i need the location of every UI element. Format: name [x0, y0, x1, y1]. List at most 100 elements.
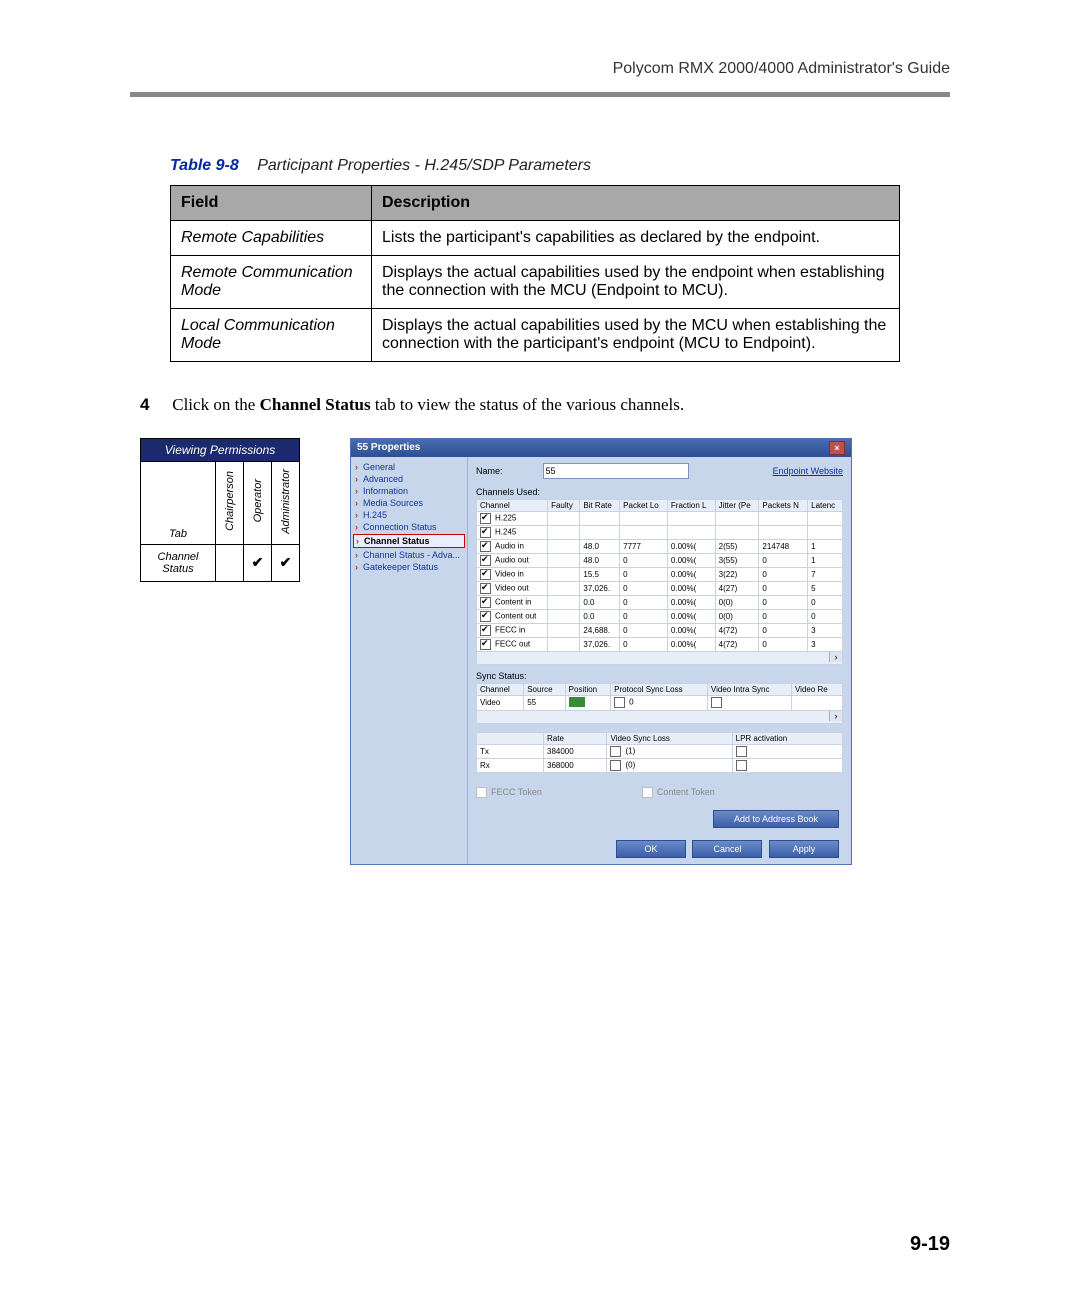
scroll-right-icon[interactable]: › — [829, 711, 842, 721]
checkbox-icon[interactable] — [480, 555, 491, 566]
perm-row-label: Channel Status — [141, 544, 216, 581]
cell-field: Remote Communication Mode — [171, 256, 372, 309]
perm-col: Administrator — [272, 461, 300, 544]
ch-row: Video out37,026.00.00%(4(27)05 — [477, 581, 843, 595]
cancel-button[interactable]: Cancel — [692, 840, 762, 858]
sync-row: Video 55 0 — [477, 695, 843, 710]
channels-used-label: Channels Used: — [476, 487, 843, 497]
txrx-table: Rate Video Sync Loss LPR activation Tx 3… — [476, 732, 843, 773]
position-icon — [569, 697, 585, 707]
add-address-book-button[interactable]: Add to Address Book — [713, 810, 839, 828]
nav-item-selected[interactable]: Channel Status — [353, 534, 465, 548]
nav-item[interactable]: Gatekeeper Status — [353, 561, 465, 573]
cell-desc: Lists the participant's capabilities as … — [372, 221, 900, 256]
checkbox-icon — [711, 697, 722, 708]
checkbox-icon[interactable] — [480, 527, 491, 538]
sync-th: Video Intra Sync — [707, 683, 791, 695]
cell-desc: Displays the actual capabilities used by… — [372, 256, 900, 309]
perm-tab-header: Tab — [141, 461, 216, 544]
ch-th: Fraction L — [667, 499, 715, 511]
perm-check — [216, 544, 244, 581]
ok-button[interactable]: OK — [616, 840, 686, 858]
ch-row: H.245 — [477, 525, 843, 539]
txrx-th — [477, 732, 544, 744]
scrollbar[interactable]: › — [476, 711, 843, 724]
checkbox-icon — [610, 760, 621, 771]
ch-th: Packet Lo — [620, 499, 668, 511]
ch-row: Audio in48.077770.00%(2(55)2147481 — [477, 539, 843, 553]
table-row: Remote Capabilities Lists the participan… — [171, 221, 900, 256]
ch-row: Content in0.000.00%(0(0)00 — [477, 595, 843, 609]
scrollbar[interactable]: › — [476, 652, 843, 665]
cell-field: Remote Capabilities — [171, 221, 372, 256]
txrx-row: Tx 384000 (1) — [477, 744, 843, 758]
step-text: 4 Click on the Channel Status tab to vie… — [140, 392, 950, 418]
perm-col: Chairperson — [216, 461, 244, 544]
ch-th: Jitter (Pe — [715, 499, 759, 511]
ch-row: Audio out48.000.00%(3(55)01 — [477, 553, 843, 567]
header-guide: Polycom RMX 2000/4000 Administrator's Gu… — [130, 60, 950, 78]
checkbox-icon[interactable] — [480, 569, 491, 580]
nav-item[interactable]: Information — [353, 485, 465, 497]
step-number: 4 — [140, 392, 168, 418]
endpoint-link[interactable]: Endpoint Website — [773, 466, 843, 476]
ch-row: Content out0.000.00%(0(0)00 — [477, 609, 843, 623]
sync-th: Channel — [477, 683, 524, 695]
close-icon[interactable]: × — [829, 441, 845, 455]
button-row: OK Cancel Apply — [476, 840, 843, 858]
token-row: FECC Token Content Token — [476, 787, 843, 798]
perm-col: Operator — [244, 461, 272, 544]
header-rule — [130, 92, 950, 97]
sync-table: Channel Source Position Protocol Sync Lo… — [476, 683, 843, 711]
txrx-row: Rx 368000 (0) — [477, 758, 843, 772]
checkbox-icon[interactable] — [480, 597, 491, 608]
nav-item[interactable]: Advanced — [353, 473, 465, 485]
nav-item[interactable]: General — [353, 461, 465, 473]
button-row: Add to Address Book — [476, 810, 843, 828]
checkbox-icon — [476, 787, 487, 798]
nav-item[interactable]: Media Sources — [353, 497, 465, 509]
nav-item[interactable]: Channel Status - Adva... — [353, 549, 465, 561]
step-pre: Click on the — [172, 395, 259, 414]
name-label: Name: — [476, 466, 503, 476]
checkbox-icon[interactable] — [480, 611, 491, 622]
checkbox-icon — [610, 746, 621, 757]
sync-status-label: Sync Status: — [476, 671, 843, 681]
perm-check: ✔ — [244, 544, 272, 581]
table-row: Remote Communication Mode Displays the a… — [171, 256, 900, 309]
channels-table: Channel Faulty Bit Rate Packet Lo Fracti… — [476, 499, 843, 652]
dialog-nav: General Advanced Information Media Sourc… — [351, 457, 468, 864]
properties-dialog: 55 Properties × General Advanced Informa… — [350, 438, 852, 865]
checkbox-icon — [736, 760, 747, 771]
checkbox-icon[interactable] — [480, 541, 491, 552]
dialog-titlebar: 55 Properties × — [351, 439, 851, 457]
sync-th: Position — [565, 683, 610, 695]
sync-th: Protocol Sync Loss — [611, 683, 708, 695]
page-number: 9-19 — [910, 1233, 950, 1256]
nav-item[interactable]: Connection Status — [353, 521, 465, 533]
checkbox-icon — [736, 746, 747, 757]
dialog-title: 55 Properties — [357, 442, 420, 453]
cell-desc: Displays the actual capabilities used by… — [372, 309, 900, 362]
table-caption: Table 9-8 Participant Properties - H.245… — [170, 157, 950, 175]
checkbox-icon[interactable] — [480, 513, 491, 524]
scroll-right-icon[interactable]: › — [829, 652, 842, 662]
ch-th: Packets N — [759, 499, 808, 511]
name-input[interactable] — [543, 463, 689, 479]
checkbox-icon[interactable] — [480, 639, 491, 650]
checkbox-icon — [614, 697, 625, 708]
checkbox-icon[interactable] — [480, 625, 491, 636]
step-post: tab to view the status of the various ch… — [371, 395, 684, 414]
checkbox-icon[interactable] — [480, 583, 491, 594]
permissions-table: Viewing Permissions Tab Chairperson Oper… — [140, 438, 300, 582]
txrx-th: Rate — [544, 732, 607, 744]
table-label: Table 9-8 — [170, 157, 239, 174]
ch-th: Bit Rate — [580, 499, 620, 511]
th-desc: Description — [372, 186, 900, 221]
apply-button[interactable]: Apply — [769, 840, 839, 858]
nav-item[interactable]: H.245 — [353, 509, 465, 521]
ch-th: Channel — [477, 499, 548, 511]
sync-th: Source — [524, 683, 565, 695]
sync-th: Video Re — [791, 683, 842, 695]
table-title: Participant Properties - H.245/SDP Param… — [257, 157, 591, 174]
